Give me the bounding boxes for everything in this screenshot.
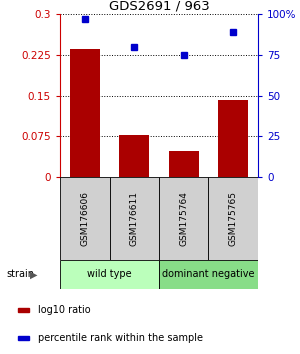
Bar (169, 152, 199, 177)
Text: log10 ratio: log10 ratio (38, 305, 91, 315)
Bar (208, 177, 258, 260)
Text: GSM176606: GSM176606 (80, 191, 89, 246)
Text: strain: strain (6, 269, 34, 279)
Text: GSM175764: GSM175764 (179, 191, 188, 246)
Bar (218, 100, 248, 177)
Bar (159, 177, 208, 260)
Text: ▶: ▶ (30, 269, 38, 279)
Bar (60, 177, 110, 260)
Text: GSM175765: GSM175765 (229, 191, 238, 246)
Bar (110, 177, 159, 260)
Bar (70, 50, 100, 177)
Bar (18, 336, 29, 340)
Text: percentile rank within the sample: percentile rank within the sample (38, 333, 203, 343)
Text: wild type: wild type (87, 269, 132, 279)
Text: GSM176611: GSM176611 (130, 191, 139, 246)
Text: dominant negative: dominant negative (162, 269, 255, 279)
Bar (18, 308, 29, 312)
Bar (119, 135, 149, 177)
Title: GDS2691 / 963: GDS2691 / 963 (109, 0, 209, 13)
Bar (60, 260, 159, 289)
Bar (159, 260, 258, 289)
